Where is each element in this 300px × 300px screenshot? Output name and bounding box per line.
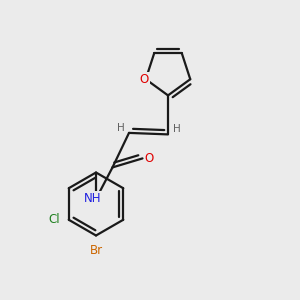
Text: Br: Br	[89, 244, 103, 257]
Text: NH: NH	[84, 192, 101, 205]
Text: H: H	[172, 124, 180, 134]
Text: O: O	[140, 73, 149, 86]
Text: O: O	[145, 152, 154, 165]
Text: H: H	[117, 122, 124, 133]
Text: Cl: Cl	[48, 213, 60, 226]
